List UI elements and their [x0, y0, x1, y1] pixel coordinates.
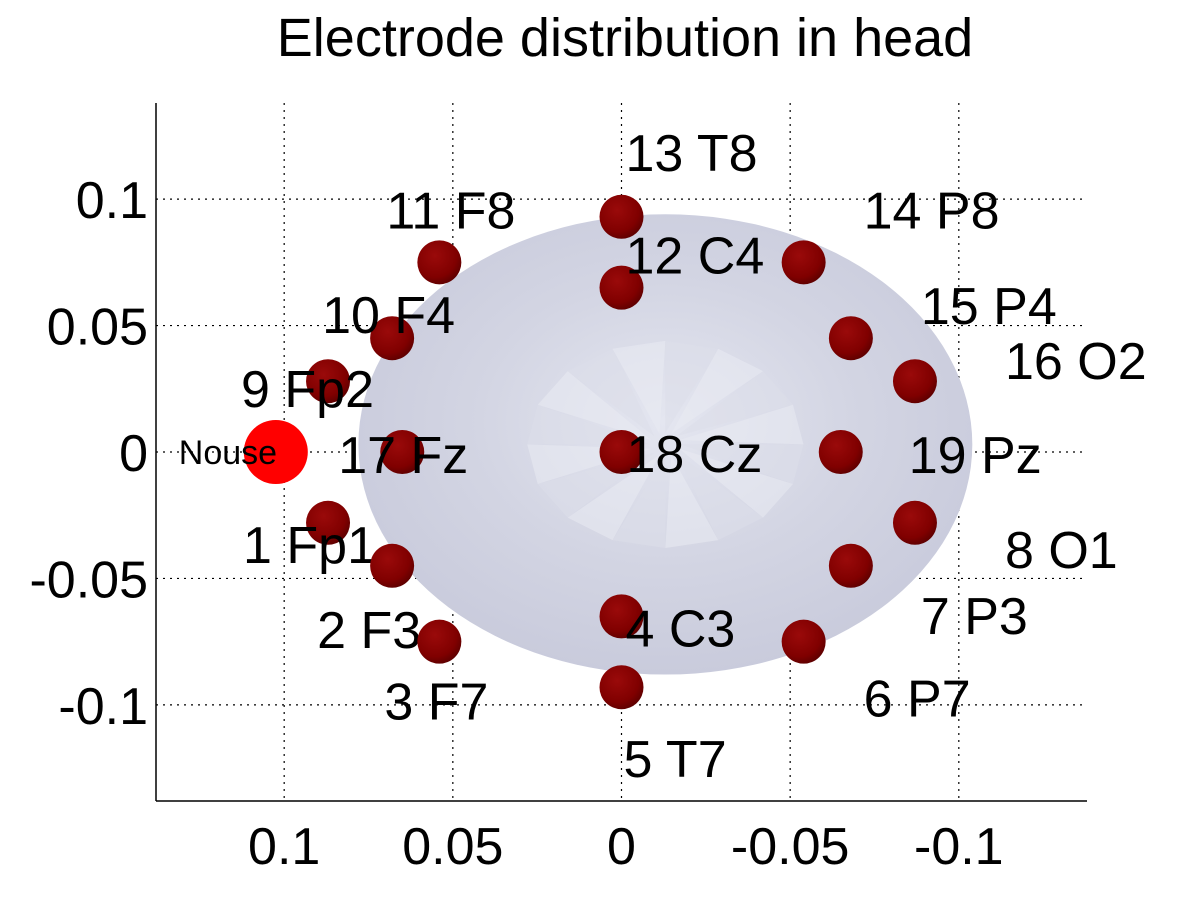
electrode-label: 19 Pz [909, 427, 1042, 485]
electrode-label: 9 Fp2 [241, 361, 374, 419]
head-surface-facet [567, 455, 660, 541]
nose-marker [243, 420, 308, 484]
x-tick-label: 0 [607, 818, 636, 876]
electrode-label: 18 Cz [627, 426, 763, 484]
y-tick-label: 0.05 [47, 299, 148, 357]
electrode-label: 1 Fp1 [243, 517, 376, 575]
head-surface-facet [665, 455, 719, 548]
head-surface-facet [612, 455, 666, 548]
electrode-marker [306, 359, 351, 404]
electrode-marker [599, 265, 644, 310]
electrode-marker [781, 240, 826, 285]
plot-area: 0.1 0.05 0 -0.05 -0.1 0.1 0.05 0 -0.05 -0.1 Nouse 1… [29, 103, 1147, 876]
electrode-marker [599, 430, 644, 474]
head-surface-facet [567, 348, 655, 437]
electrode-label: 4 C3 [626, 600, 736, 658]
electrode-label: 8 O1 [1005, 522, 1118, 580]
head-surface-facet [671, 348, 764, 434]
x-tick-label: -0.05 [731, 818, 850, 876]
electrode-label: 14 P8 [864, 182, 1000, 240]
head-surface-facet [679, 404, 804, 445]
electrode-label: 10 F4 [322, 287, 455, 345]
electrode-marker [380, 430, 425, 474]
electrode-marker [599, 665, 644, 710]
electrode-marker [892, 359, 937, 404]
head-surface-facet [680, 444, 804, 485]
x-tick-label: -0.1 [914, 818, 1004, 876]
electrode-label: 15 P4 [921, 278, 1057, 336]
electrode-marker [828, 316, 873, 361]
electrode-marker [370, 316, 415, 361]
head-surface-facet [612, 340, 666, 434]
electrode-marker [417, 619, 462, 664]
head-surface-facet [665, 340, 719, 433]
y-tick-label: -0.05 [29, 551, 148, 609]
electrode-marker [828, 543, 873, 588]
electrode-label: 7 P3 [921, 588, 1028, 646]
electrode-marker [599, 594, 644, 639]
head-surface-facet [679, 448, 793, 518]
electrode-label: 11 F8 [386, 182, 515, 240]
electrode-label: 3 F7 [384, 674, 488, 732]
x-tick-label: 0.05 [402, 818, 503, 876]
electrode-label: 17 Fz [338, 427, 468, 485]
electrode-marker [599, 194, 644, 239]
electrode-marker [417, 240, 462, 285]
head-surface [358, 214, 973, 675]
y-tick-label: 0 [119, 425, 148, 483]
electrode-label: 6 P7 [864, 671, 971, 729]
electrode-label: 12 C4 [626, 228, 765, 286]
electrode-marker [892, 500, 937, 545]
head-surface-facet [537, 371, 652, 441]
electrode-marker [781, 619, 826, 664]
x-tick-label: 0.1 [248, 818, 320, 876]
electrode-label: 5 T7 [624, 731, 727, 789]
electrode-label: 16 O2 [1005, 333, 1147, 391]
electrode-label: 2 F3 [317, 602, 421, 660]
y-tick-label: -0.1 [58, 678, 148, 736]
electrode-marker [306, 500, 351, 545]
electrode-marker [818, 430, 863, 474]
chart-title: Electrode distribution in head [277, 8, 973, 68]
electrode-label: 13 T8 [626, 125, 758, 183]
nose-label: Nouse [179, 434, 277, 472]
y-tick-label: 0.1 [76, 172, 148, 230]
head-surface-facet [676, 371, 793, 437]
head-surface-facet [676, 452, 764, 541]
electrode-marker [370, 543, 415, 588]
